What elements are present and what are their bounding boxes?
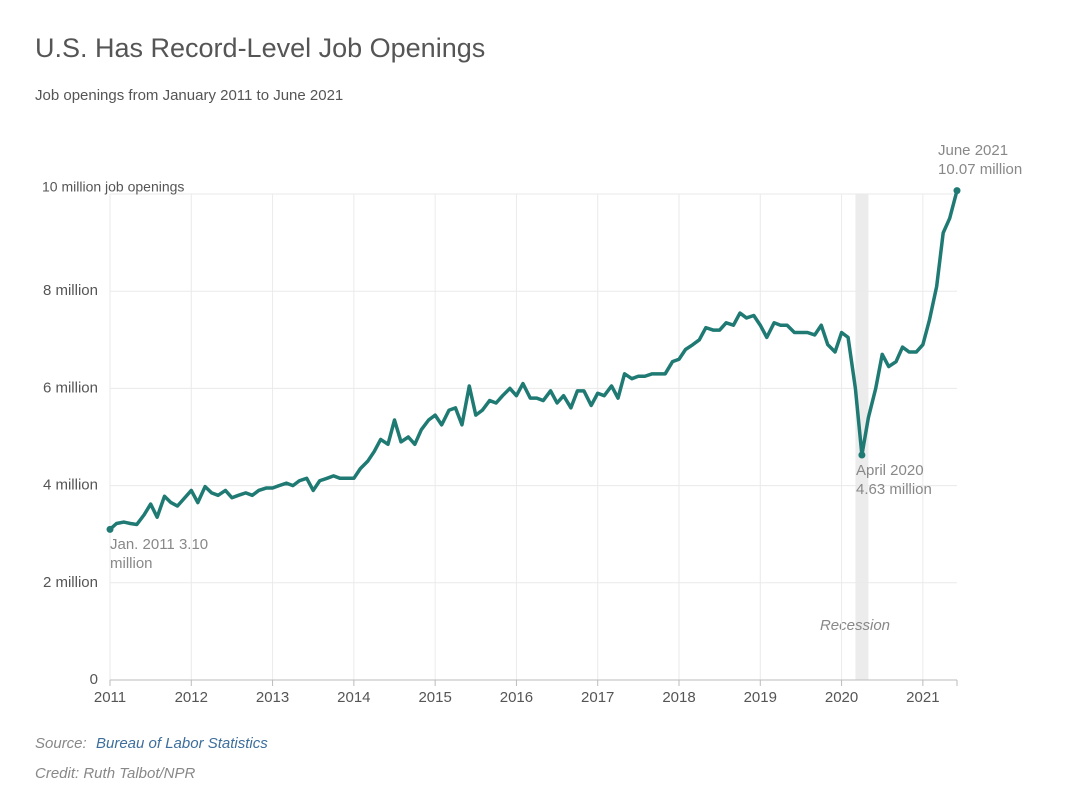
chart-title: U.S. Has Record-Level Job Openings	[35, 33, 485, 63]
annotation: 10.07 million	[938, 161, 1022, 178]
annotation: June 2021	[938, 142, 1008, 159]
chart-subtitle: Job openings from January 2011 to June 2…	[35, 87, 343, 104]
y-tick-label: 6 million	[43, 379, 98, 396]
y-tick-label: 4 million	[43, 477, 98, 494]
annotation-dot	[106, 525, 114, 533]
y-tick-label: 8 million	[43, 282, 98, 299]
series-line	[108, 188, 959, 532]
annotation: Jan. 2011 3.10	[110, 536, 208, 553]
annotation: 4.63 million	[856, 481, 932, 498]
x-tick-label: 2020	[825, 689, 858, 706]
annotation-dot	[858, 451, 866, 459]
recession-label: Recession	[820, 617, 890, 634]
y-tick-label: 0	[90, 671, 98, 688]
x-tick-label: 2016	[500, 689, 533, 706]
source-link[interactable]: Bureau of Labor Statistics	[96, 735, 268, 752]
source-label: Source:	[35, 735, 87, 752]
annotation: million	[110, 555, 153, 572]
y-tick-label: 2 million	[43, 574, 98, 591]
x-tick-label: 2017	[581, 689, 614, 706]
x-tick-label: 2015	[418, 689, 451, 706]
x-tick-label: 2021	[906, 689, 939, 706]
x-tick-label: 2013	[256, 689, 289, 706]
x-tick-label: 2014	[337, 689, 370, 706]
x-tick-label: 2019	[744, 689, 777, 706]
x-tick-label: 2011	[94, 689, 126, 706]
x-tick-label: 2018	[662, 689, 695, 706]
annotation: April 2020	[856, 462, 924, 479]
y-tick-label: 10 million job openings	[42, 179, 184, 195]
annotation-dot	[953, 187, 961, 195]
x-tick-label: 2012	[175, 689, 208, 706]
credit: Credit: Ruth Talbot/NPR	[35, 765, 196, 782]
